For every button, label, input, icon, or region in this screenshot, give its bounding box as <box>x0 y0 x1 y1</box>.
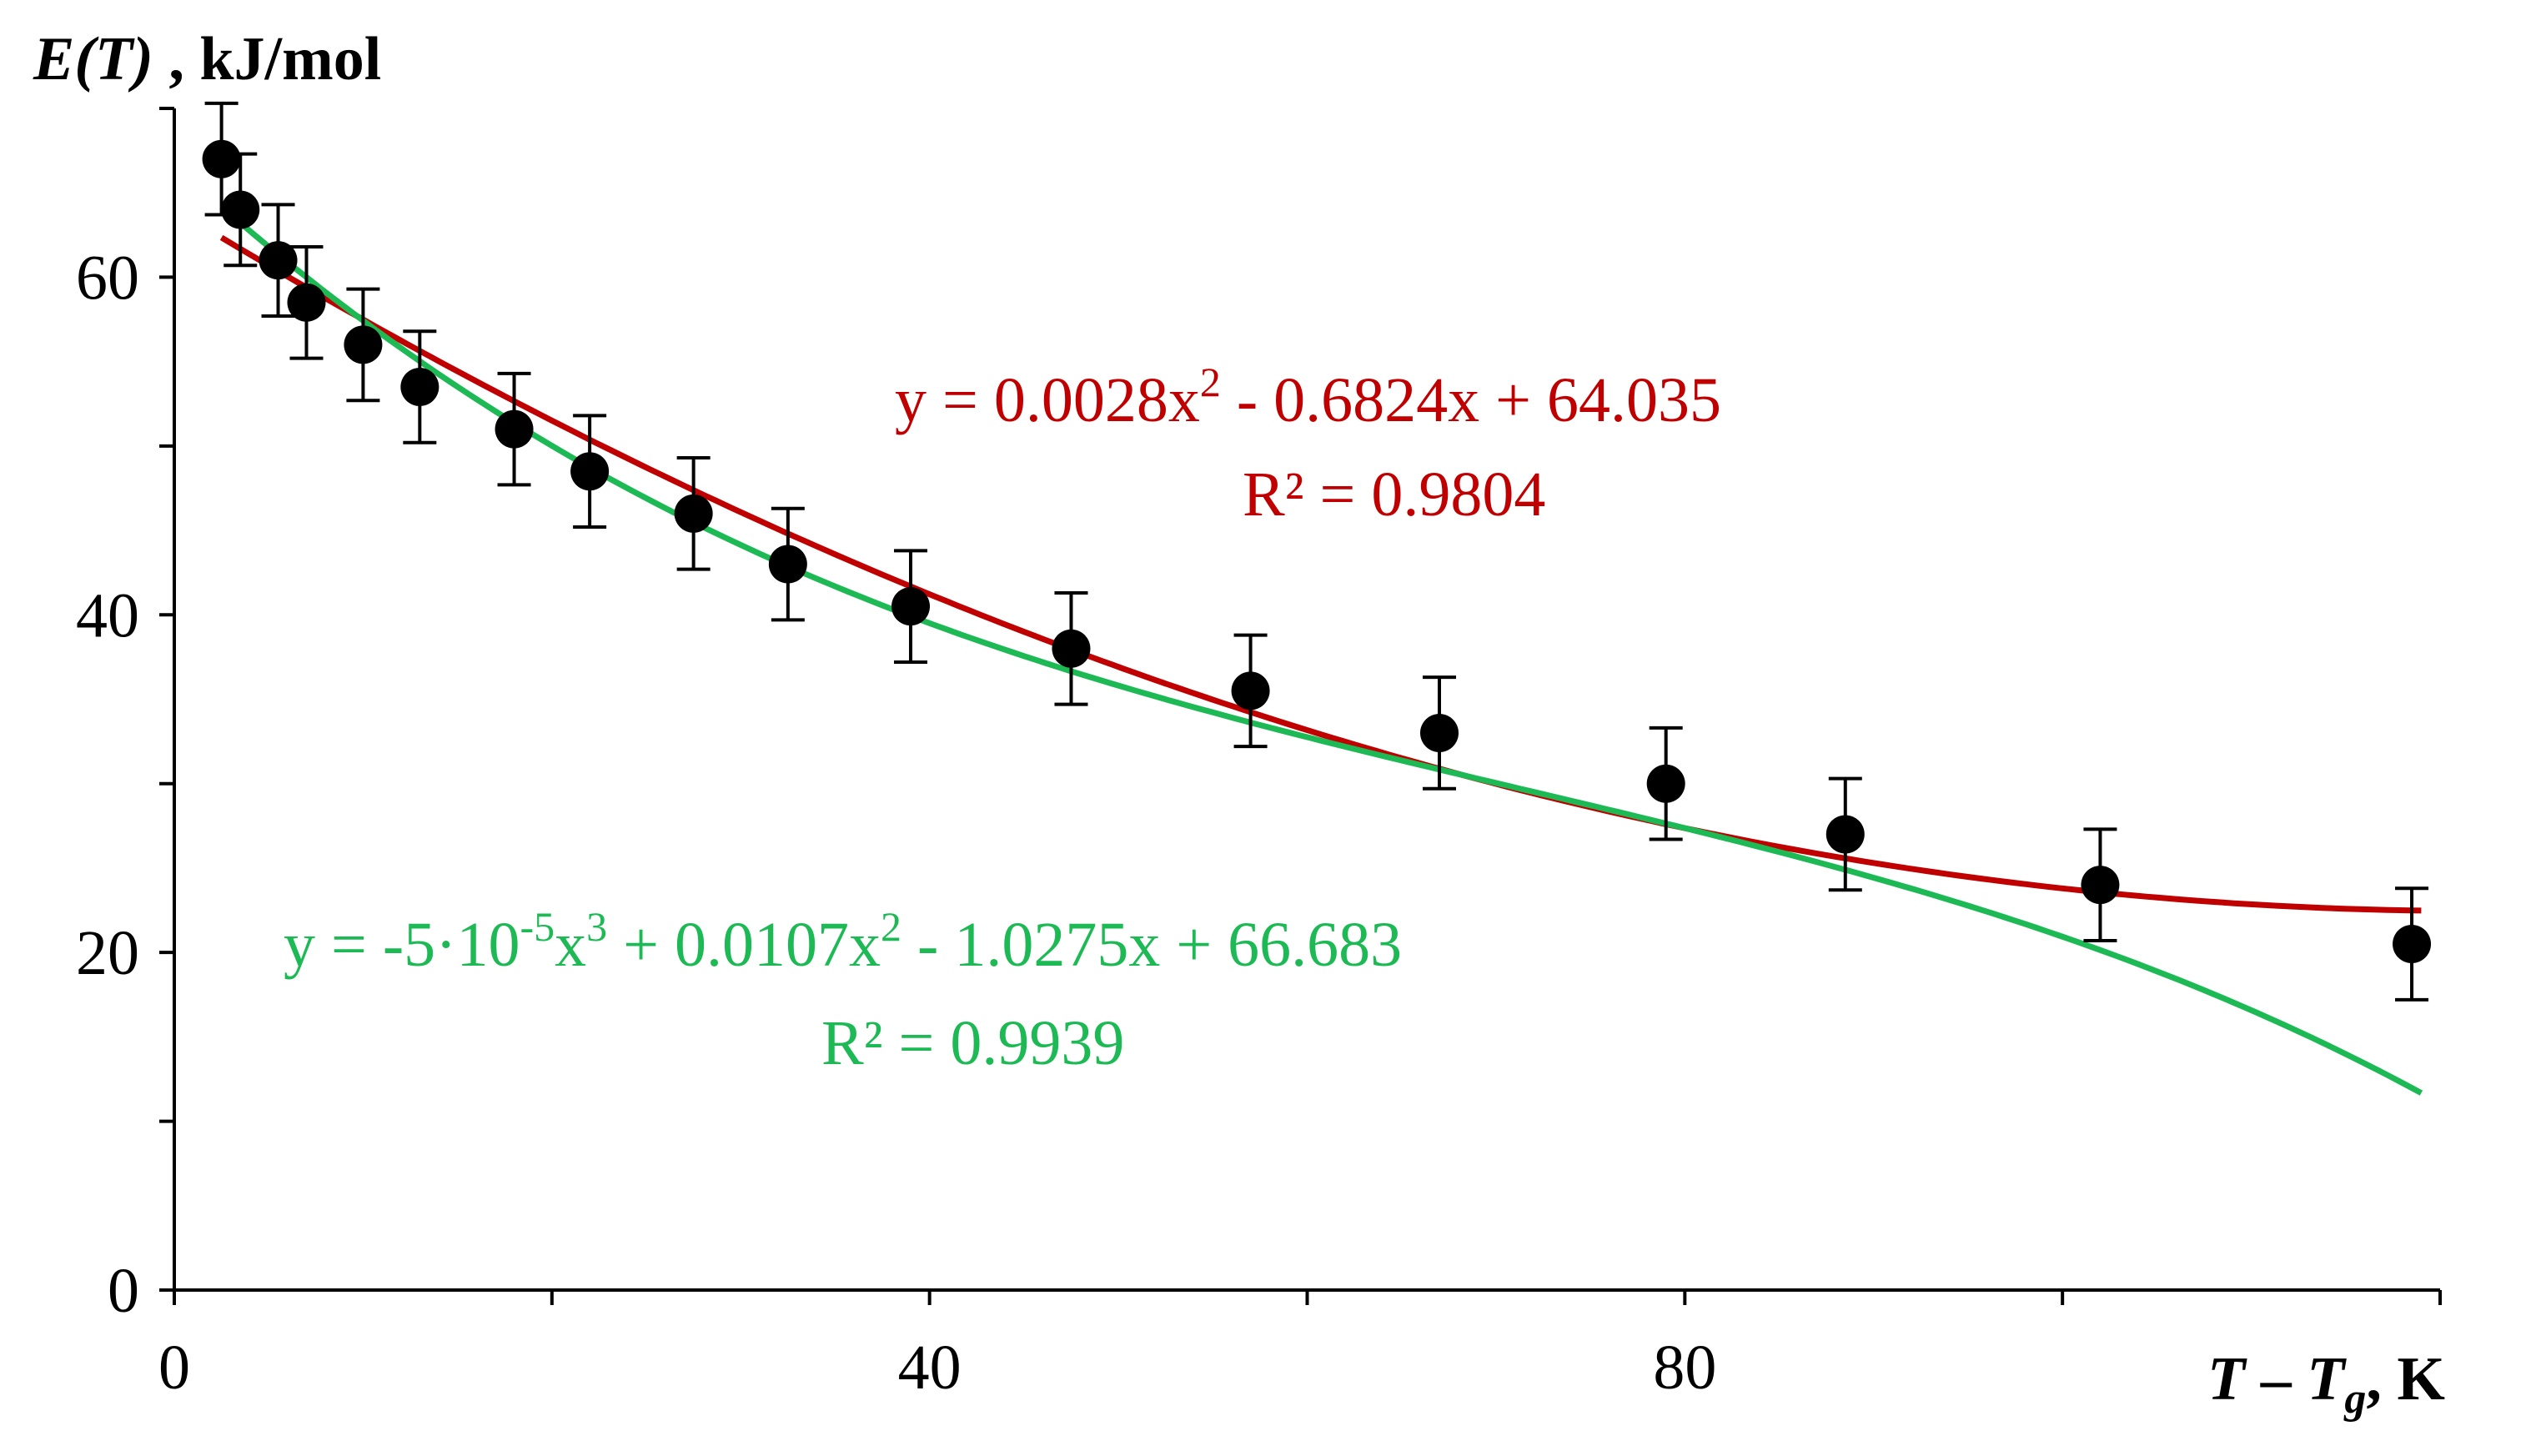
quadratic-fit-equation: y = 0.0028x2 - 0.6824x + 64.035 <box>895 359 1721 435</box>
data-point <box>1825 815 1865 854</box>
data-point <box>400 368 439 407</box>
x-tick-label-80: 80 <box>1653 1333 1716 1403</box>
data-point <box>221 190 260 229</box>
data-point <box>891 587 931 626</box>
data-point <box>2081 866 2120 905</box>
y-tick-label-0: 0 <box>108 1256 139 1326</box>
data-point <box>1419 713 1459 752</box>
data-point <box>1646 764 1685 803</box>
data-points-group <box>202 101 2432 1002</box>
data-point <box>2393 925 2432 964</box>
cubic-fit-r2: R² = 0.9939 <box>821 1008 1124 1078</box>
quadratic-fit-curve <box>219 234 2422 914</box>
axes-group <box>173 108 2440 1292</box>
y-tick-label-60: 60 <box>76 243 139 313</box>
x-axis-title: T – Tg, K <box>2207 1345 2445 1423</box>
data-point <box>674 494 713 533</box>
data-point <box>768 545 807 584</box>
ticks-group: 0 20 40 60 0 40 80 <box>76 107 2442 1403</box>
data-point <box>1231 671 1270 710</box>
data-point <box>495 409 534 449</box>
x-tick-label-0: 0 <box>158 1333 190 1403</box>
y-tick-label-40: 40 <box>76 580 139 650</box>
data-point <box>259 241 298 280</box>
x-tick-label-40: 40 <box>898 1333 962 1403</box>
y-tick-label-20: 20 <box>76 918 139 988</box>
data-point <box>344 325 383 364</box>
data-point <box>202 139 241 178</box>
data-point <box>287 283 326 322</box>
cubic-fit-equation: y = -5·10-5x3 + 0.0107x2 - 1.0275x + 66.… <box>284 903 1402 980</box>
data-point <box>1052 629 1091 668</box>
quadratic-fit-r2: R² = 0.9804 <box>1243 459 1545 530</box>
y-axis-title: E(T) , kJ/mol <box>33 25 381 93</box>
data-point <box>570 452 610 491</box>
